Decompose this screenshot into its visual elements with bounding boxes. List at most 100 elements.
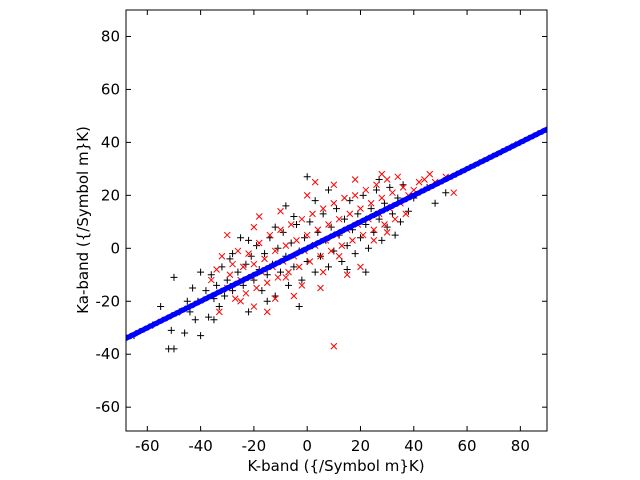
data-point-plus — [157, 303, 165, 311]
data-point-plus — [290, 213, 298, 221]
data-point-x — [357, 263, 364, 271]
series-2 — [126, 126, 547, 341]
data-point-plus — [367, 205, 375, 213]
x-tick-label: 0 — [302, 437, 312, 455]
series-layer — [126, 126, 547, 353]
y-tick-label: 20 — [101, 186, 120, 204]
data-point-plus — [221, 292, 229, 300]
data-point-x — [381, 221, 388, 228]
data-point-x — [450, 189, 458, 197]
data-point-x — [373, 181, 380, 189]
data-point-x — [293, 237, 300, 244]
data-point-plus — [295, 303, 303, 311]
data-point-plus — [391, 231, 399, 239]
data-point-x — [335, 215, 343, 223]
data-point-x — [213, 266, 220, 273]
data-point-plus — [343, 242, 351, 250]
data-point-x — [306, 258, 314, 265]
data-point-x — [346, 210, 354, 218]
data-point-x — [237, 297, 244, 305]
data-point-x — [277, 207, 284, 215]
data-point-x — [255, 213, 263, 220]
x-axis-label: K-band ({/Symbol m}K) — [247, 457, 424, 475]
data-point-x — [330, 342, 338, 350]
data-point-x — [226, 271, 234, 279]
data-point-x — [351, 191, 359, 199]
fit-line-point — [544, 126, 547, 132]
data-point-x — [317, 284, 324, 292]
data-point-plus — [191, 316, 199, 324]
data-point-x — [285, 268, 292, 276]
data-point-plus — [215, 303, 223, 311]
data-point-plus — [245, 308, 253, 316]
data-point-x — [290, 292, 298, 300]
data-point-plus — [298, 276, 306, 284]
data-point-plus — [372, 186, 380, 194]
data-point-plus — [375, 215, 383, 223]
data-point-plus — [210, 316, 218, 324]
data-point-plus — [237, 234, 245, 242]
data-point-plus — [207, 271, 215, 279]
data-point-x — [421, 176, 428, 183]
data-point-x — [245, 250, 252, 257]
data-point-plus — [170, 273, 178, 281]
y-tick-label: 40 — [101, 133, 120, 151]
data-point-x — [250, 303, 258, 310]
data-point-plus — [183, 297, 191, 305]
data-point-plus — [245, 236, 253, 244]
data-point-x — [282, 274, 290, 281]
data-point-plus — [261, 250, 269, 258]
data-point-x — [303, 191, 311, 199]
data-point-plus — [170, 345, 178, 353]
data-point-x — [426, 170, 434, 178]
data-point-plus — [282, 202, 290, 210]
data-point-plus — [311, 197, 319, 205]
plot-frame — [125, 9, 548, 432]
data-point-x — [399, 184, 407, 191]
data-point-x — [319, 205, 327, 212]
data-point-x — [383, 229, 391, 236]
x-tick-label: -40 — [188, 437, 213, 455]
data-point-x — [223, 231, 231, 239]
data-point-x — [266, 231, 274, 239]
data-point-plus — [343, 265, 351, 273]
y-tick-label: 60 — [101, 80, 120, 98]
data-point-x — [253, 284, 260, 292]
data-point-x — [325, 221, 332, 228]
data-point-x — [207, 276, 215, 284]
data-point-plus — [303, 173, 311, 181]
data-point-x — [263, 279, 271, 287]
data-point-x — [402, 210, 410, 218]
data-point-plus — [290, 263, 298, 271]
data-point-x — [295, 263, 303, 271]
data-point-plus — [234, 268, 242, 276]
data-point-plus — [378, 236, 386, 244]
data-point-x — [378, 194, 386, 202]
data-point-plus — [213, 281, 221, 289]
data-point-x — [317, 252, 324, 260]
data-point-x — [215, 308, 223, 316]
data-point-plus — [364, 244, 372, 252]
data-point-x — [351, 176, 359, 183]
y-tick-label: 80 — [101, 27, 120, 45]
data-point-x — [391, 215, 399, 223]
data-point-x — [250, 223, 258, 231]
data-point-plus — [362, 268, 370, 276]
data-point-x — [330, 181, 338, 189]
x-tick-label: 80 — [511, 437, 530, 455]
data-point-x — [341, 194, 348, 202]
y-axis-label: Ka-band ({/Symbol m}K) — [74, 126, 92, 314]
data-point-x — [370, 237, 378, 244]
x-tick-label: 40 — [404, 437, 423, 455]
data-point-plus — [306, 218, 314, 226]
y-tick-label: -40 — [96, 345, 121, 363]
data-point-x — [261, 255, 268, 263]
series-0 — [130, 173, 450, 353]
y-tick-label: 0 — [110, 239, 120, 257]
data-point-x — [309, 210, 316, 218]
data-point-x — [343, 271, 351, 279]
data-point-plus — [205, 313, 213, 321]
data-point-plus — [189, 284, 197, 292]
data-point-plus — [293, 220, 301, 228]
